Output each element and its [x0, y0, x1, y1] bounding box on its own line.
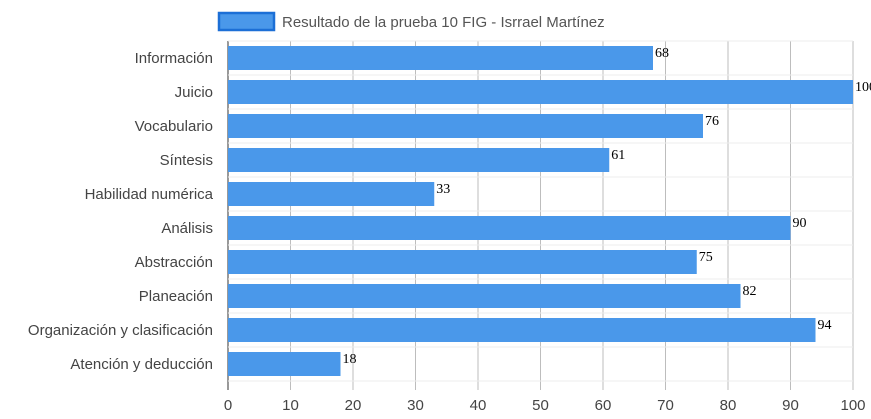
category-label: Habilidad numérica	[85, 186, 214, 203]
x-tick-label: 40	[470, 397, 487, 414]
x-tick-label: 80	[720, 397, 737, 414]
x-tick-label: 60	[595, 397, 612, 414]
x-tick-label: 0	[224, 397, 232, 414]
x-tick-label: 100	[840, 397, 865, 414]
category-label: Planeación	[139, 288, 213, 305]
data-labels: 68 100 76 61 33 90 75 82 94 18	[343, 46, 871, 367]
bar[interactable]	[228, 182, 435, 206]
bar[interactable]	[228, 250, 697, 274]
bar[interactable]	[228, 80, 853, 104]
category-label: Abstracción	[135, 254, 213, 271]
data-label: 82	[743, 284, 757, 299]
data-label: 75	[699, 250, 713, 265]
data-label: 33	[436, 182, 450, 197]
category-label: Vocabulario	[135, 118, 213, 135]
data-label: 76	[705, 114, 719, 129]
bar[interactable]	[228, 284, 741, 308]
category-label: Información	[135, 50, 213, 67]
bar[interactable]	[228, 148, 610, 172]
bar[interactable]	[228, 46, 653, 70]
category-label: Atención y deducción	[70, 356, 213, 373]
bar[interactable]	[228, 352, 341, 376]
data-label: 100	[855, 80, 871, 95]
x-tick-label: 50	[532, 397, 549, 414]
data-label: 90	[793, 216, 807, 231]
bar[interactable]	[228, 114, 703, 138]
x-tick-label: 20	[345, 397, 362, 414]
legend-label[interactable]: Resultado de la prueba 10 FIG - Isrrael …	[282, 14, 605, 31]
category-labels: Información Juicio Vocabulario Síntesis Habi…	[28, 50, 214, 373]
category-label: Análisis	[161, 220, 213, 237]
x-tick-label: 10	[282, 397, 299, 414]
legend[interactable]: Resultado de la prueba 10 FIG - Isrrael …	[217, 11, 605, 32]
x-axis-ticks: 0 10 20 30 40 50 60 70 80 90 100	[224, 397, 866, 414]
data-label: 68	[655, 46, 669, 61]
data-label: 61	[611, 148, 625, 163]
bars	[228, 46, 853, 376]
x-tick-label: 30	[407, 397, 424, 414]
x-tick-label: 90	[782, 397, 799, 414]
legend-swatch[interactable]	[217, 11, 276, 32]
category-label: Organización y clasificación	[28, 322, 213, 339]
category-label: Síntesis	[160, 152, 213, 169]
bar[interactable]	[228, 318, 816, 342]
bar[interactable]	[228, 216, 791, 240]
data-label: 18	[343, 352, 357, 367]
x-tick-label: 70	[657, 397, 674, 414]
data-label: 94	[818, 318, 832, 333]
category-label: Juicio	[175, 84, 213, 101]
